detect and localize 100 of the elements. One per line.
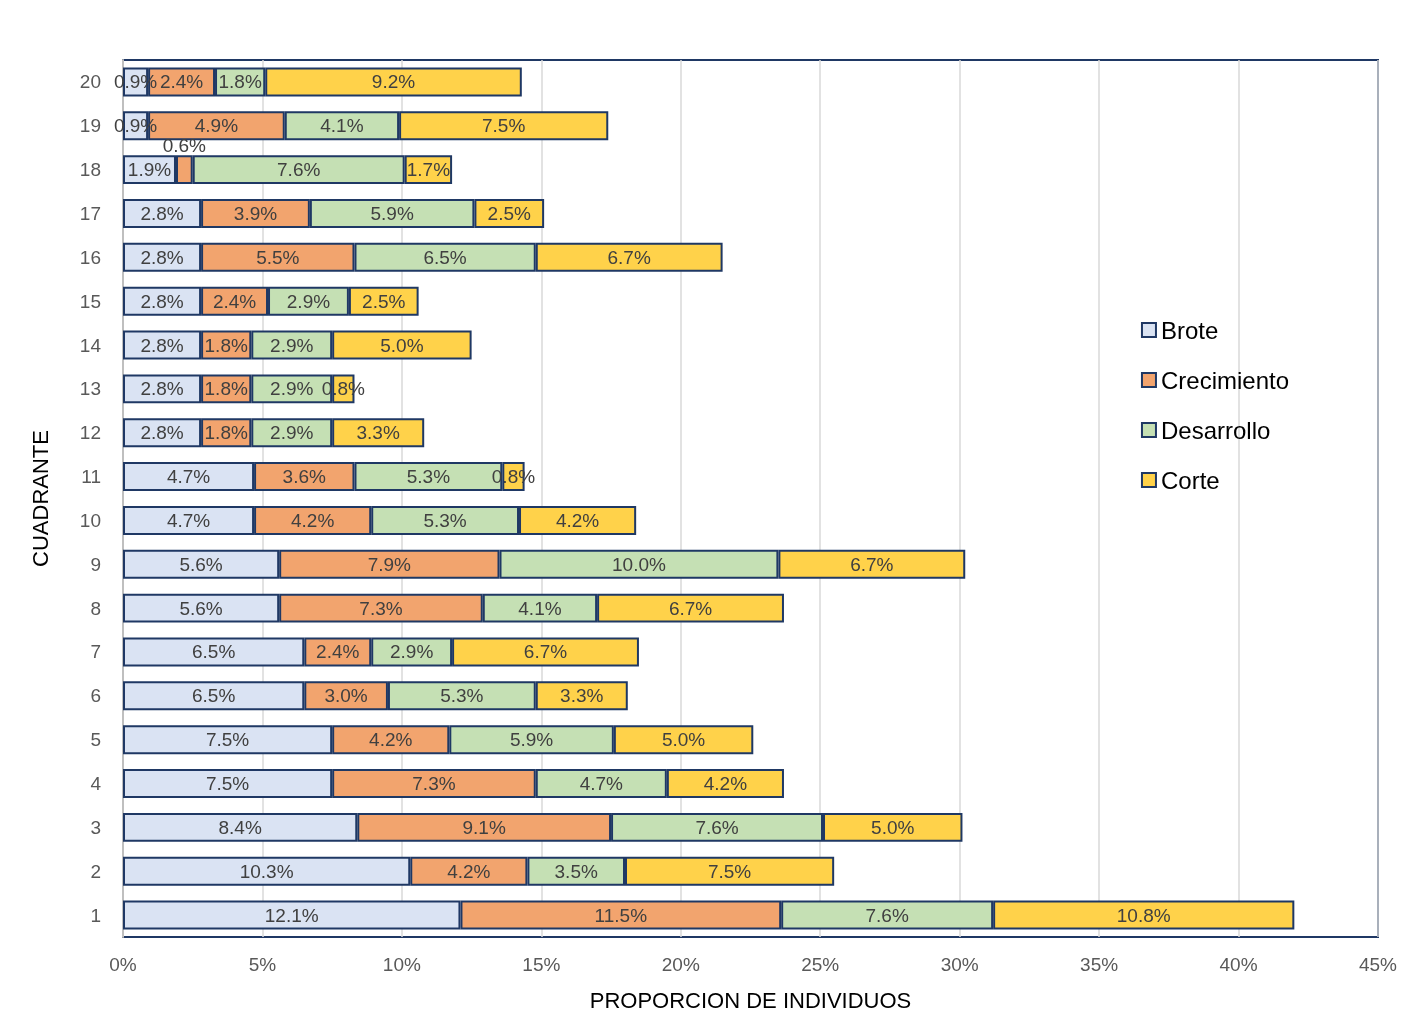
data-label: 7.6% — [695, 816, 739, 838]
data-label: 2.4% — [316, 641, 360, 663]
data-label: 5.6% — [179, 597, 223, 619]
data-label: 3.9% — [233, 202, 278, 224]
data-label: 4.2% — [290, 509, 335, 531]
data-label: 4.7% — [166, 509, 211, 531]
data-label: 4.7% — [166, 466, 211, 488]
data-label: 2.8% — [140, 422, 184, 444]
x-tick-label: 25% — [801, 954, 840, 975]
data-label: 1.8% — [204, 378, 248, 400]
data-label: 9.2% — [371, 71, 416, 93]
x-tick-label: 20% — [661, 954, 700, 975]
data-label: 2.8% — [140, 378, 184, 400]
data-label: 7.3% — [359, 597, 403, 619]
data-label: 4.1% — [320, 115, 364, 137]
data-label: 4.2% — [703, 773, 748, 795]
y-tick-label: 5 — [90, 729, 101, 751]
y-tick-label: 6 — [90, 685, 101, 707]
data-label: 1.9% — [127, 159, 172, 181]
data-label: 7.5% — [205, 729, 250, 751]
data-label: 5.3% — [406, 466, 451, 488]
data-label: 7.5% — [707, 860, 752, 882]
data-label: 2.8% — [140, 202, 184, 224]
y-tick-label: 7 — [90, 641, 101, 663]
data-label: 10.8% — [1116, 904, 1171, 926]
data-label: 4.9% — [194, 115, 239, 137]
data-label: 5.9% — [509, 729, 554, 751]
y-tick-label: 2 — [90, 860, 101, 882]
data-label: 7.6% — [865, 904, 909, 926]
data-label: 5.6% — [179, 553, 223, 575]
data-label: 5.0% — [380, 334, 424, 356]
x-tick-label: 15% — [522, 954, 561, 975]
data-label: 3.5% — [554, 860, 598, 882]
data-label: 5.0% — [661, 729, 706, 751]
data-label: 8.4% — [218, 816, 262, 838]
data-label: 5.3% — [440, 685, 484, 707]
data-label: 7.3% — [412, 773, 456, 795]
data-label: 2.8% — [140, 246, 184, 268]
data-label: 2.8% — [140, 334, 184, 356]
data-label: 6.7% — [668, 597, 713, 619]
data-label: 2.4% — [159, 71, 204, 93]
y-tick-label: 11 — [81, 466, 101, 488]
data-label: 5.3% — [423, 509, 467, 531]
data-label: 6.7% — [850, 553, 894, 575]
y-tick-label: 10 — [79, 509, 101, 531]
x-tick-label: 5% — [248, 954, 277, 975]
y-axis-title: CUADRANTE — [27, 430, 53, 567]
data-label: 5.0% — [871, 816, 915, 838]
legend-label: Corte — [1160, 466, 1220, 494]
data-label: 0.6% — [162, 135, 207, 157]
y-tick-label: 13 — [79, 378, 101, 400]
x-tick-label: 45% — [1358, 954, 1398, 975]
y-tick-label: 14 — [79, 334, 102, 356]
data-label: 2.5% — [487, 202, 532, 224]
data-label: 2.8% — [140, 290, 184, 312]
y-tick-label: 18 — [79, 159, 101, 181]
legend-label: Crecimiento — [1160, 366, 1290, 394]
data-label: 2.5% — [362, 290, 406, 312]
data-label: 7.6% — [277, 159, 321, 181]
data-label: 1.8% — [204, 422, 248, 444]
data-label: 7.5% — [205, 773, 250, 795]
y-tick-label: 4 — [90, 773, 102, 795]
data-label: 3.0% — [324, 685, 368, 707]
y-tick-label: 12 — [79, 422, 101, 444]
data-label: 6.7% — [523, 641, 568, 663]
x-tick-label: 40% — [1219, 954, 1258, 975]
y-tick-label: 20 — [79, 71, 101, 93]
x-tick-label: 35% — [1080, 954, 1119, 975]
data-label: 10.0% — [612, 553, 666, 575]
data-label: 12.1% — [264, 904, 319, 926]
data-label: 6.5% — [191, 685, 236, 707]
data-label: 1.8% — [204, 334, 248, 356]
data-label: 6.5% — [423, 246, 467, 268]
data-label: 7.9% — [367, 553, 412, 575]
data-label: 2.9% — [270, 422, 314, 444]
data-label: 4.1% — [518, 597, 562, 619]
y-tick-label: 15 — [79, 290, 101, 312]
data-label: 5.9% — [370, 202, 414, 224]
y-tick-label: 1 — [90, 904, 101, 926]
data-label: 2.9% — [389, 641, 434, 663]
data-label: 7.5% — [482, 115, 526, 137]
data-label: 3.3% — [560, 685, 604, 707]
data-label: 4.2% — [447, 860, 491, 882]
data-label: 1.8% — [218, 71, 262, 93]
data-label: 10.3% — [239, 860, 294, 882]
data-label: 4.7% — [579, 773, 624, 795]
data-label: 2.9% — [286, 290, 331, 312]
x-axis-title: PROPORCION DE INDIVIDUOS — [589, 987, 912, 1013]
data-label: 6.5% — [191, 641, 236, 663]
x-tick-label: 30% — [940, 954, 979, 975]
x-tick-label: 10% — [382, 954, 422, 975]
y-tick-label: 19 — [79, 115, 101, 137]
data-label: 9.1% — [462, 816, 506, 838]
x-tick-label: 0% — [109, 954, 137, 975]
data-label: 4.2% — [555, 509, 600, 531]
data-label: 3.6% — [282, 466, 327, 488]
data-label: 5.5% — [256, 246, 300, 268]
y-tick-label: 8 — [90, 597, 101, 619]
data-label: 3.3% — [356, 422, 400, 444]
data-label: 2.9% — [270, 378, 314, 400]
